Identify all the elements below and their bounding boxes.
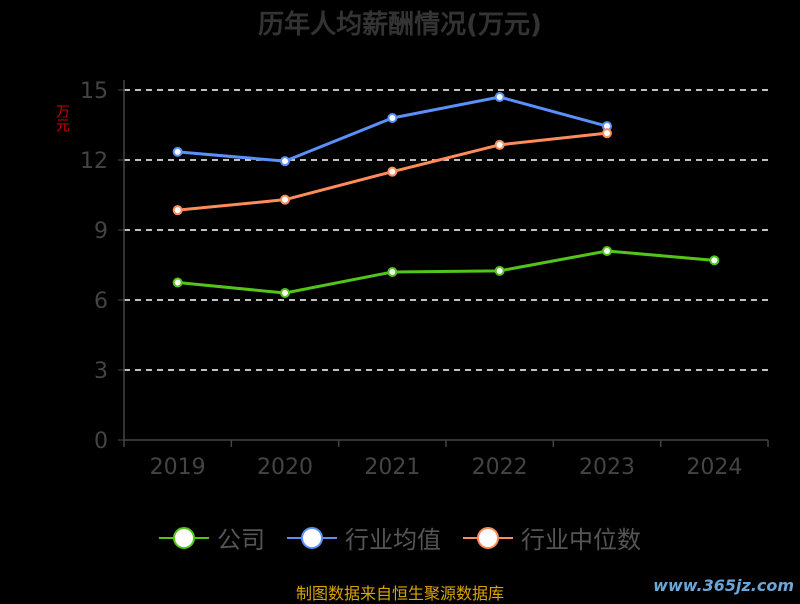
- data-point: [709, 255, 720, 266]
- legend-marker-icon: [159, 526, 209, 549]
- y-axis-label: 万元: [54, 104, 70, 132]
- legend-marker-icon: [287, 526, 337, 549]
- legend-label: 行业均值: [345, 526, 441, 554]
- data-point: [387, 267, 398, 277]
- y-tick-label: 3: [94, 359, 108, 384]
- data-point: [494, 92, 505, 102]
- legend-item[interactable]: 行业中位数: [463, 520, 641, 555]
- watermark: www.365jz.com: [653, 576, 794, 595]
- legend-marker-icon: [463, 526, 513, 549]
- data-point: [602, 246, 612, 256]
- x-tick-label: 2021: [364, 455, 420, 480]
- data-point: [387, 113, 398, 123]
- series-line-0: [176, 249, 716, 295]
- series-line-1: [176, 95, 609, 163]
- chart-title: 历年人均薪酬情况(万元): [258, 10, 542, 40]
- legend-item[interactable]: 行业均值: [287, 520, 441, 555]
- legend: 公司 行业均值 行业中位数: [0, 520, 800, 555]
- data-point: [494, 265, 505, 276]
- data-point: [280, 156, 290, 167]
- y-tick-label: 15: [80, 79, 108, 104]
- data-point: [280, 288, 290, 298]
- source-note: 制图数据来自恒生聚源数据库: [295, 584, 504, 603]
- x-tick-label: 2022: [472, 455, 528, 480]
- data-point: [602, 128, 612, 139]
- x-tick-label: 2024: [686, 455, 742, 480]
- data-point: [494, 139, 505, 150]
- x-tick-label: 2023: [579, 455, 635, 480]
- data-point: [280, 194, 290, 205]
- y-tick-label: 6: [94, 289, 108, 314]
- legend-item[interactable]: 公司: [159, 520, 265, 555]
- data-point: [172, 205, 183, 216]
- y-tick-label: 9: [94, 219, 108, 244]
- y-tick-label: 12: [80, 149, 108, 174]
- x-tick-label: 2020: [257, 455, 313, 480]
- data-point: [387, 166, 398, 177]
- y-tick-label: 0: [94, 429, 108, 454]
- legend-label: 公司: [217, 526, 265, 554]
- legend-label: 行业中位数: [521, 526, 641, 554]
- data-point: [172, 277, 183, 288]
- x-tick-label: 2019: [150, 455, 206, 480]
- data-point: [172, 146, 183, 157]
